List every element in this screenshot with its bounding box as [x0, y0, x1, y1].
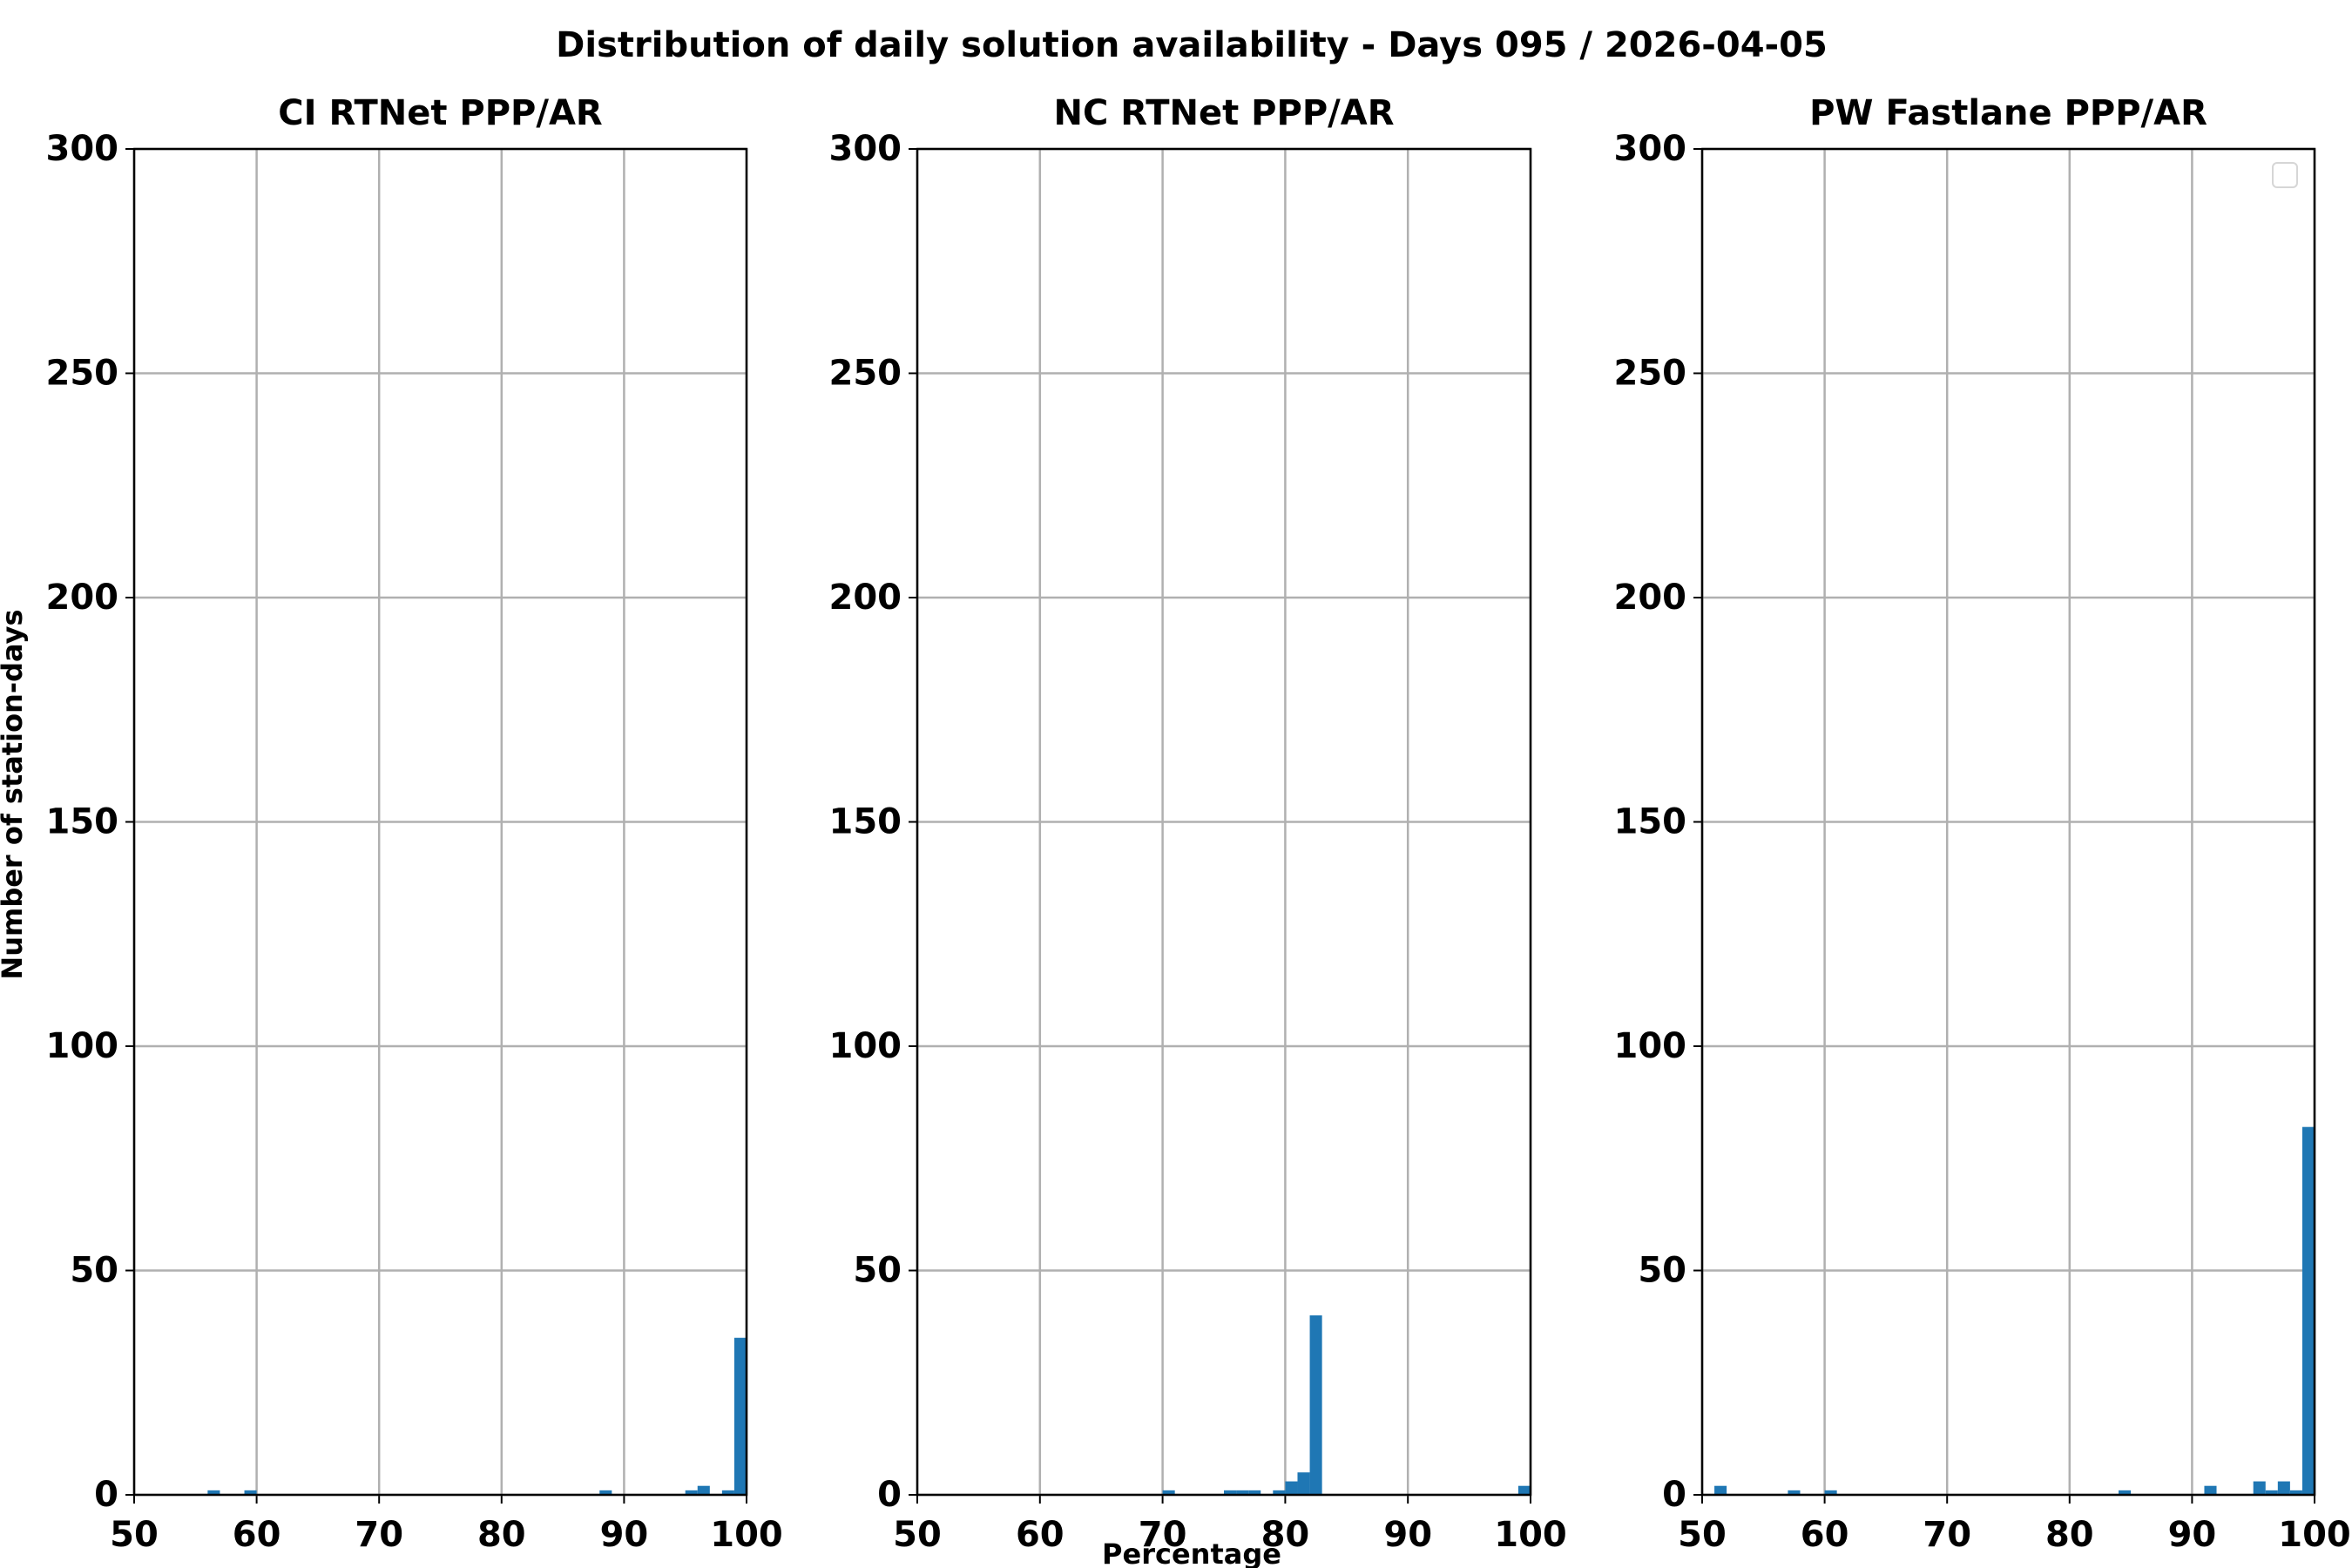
x-axis-label: Percentage: [1102, 1538, 1281, 1568]
y-tick-label: 100: [829, 1026, 902, 1066]
x-tick-label: 50: [893, 1515, 942, 1555]
histogram-bar: [2301, 1126, 2315, 1495]
y-tick-label: 200: [46, 578, 119, 618]
y-tick-label: 0: [877, 1475, 902, 1515]
histogram-bar: [599, 1490, 612, 1495]
histogram-bar: [1285, 1481, 1298, 1495]
y-tick-label: 0: [94, 1475, 118, 1515]
histogram-bar: [1517, 1485, 1531, 1495]
histogram-bar: [2253, 1481, 2266, 1495]
y-tick-label: 150: [829, 802, 902, 842]
histogram-bar: [1788, 1490, 1801, 1495]
x-tick-label: 90: [2168, 1515, 2217, 1555]
axes-frame: [916, 147, 1532, 1497]
x-tick-label: 90: [1383, 1515, 1432, 1555]
histogram-bar: [2289, 1490, 2302, 1495]
panel-title: NC RTNet PPP/AR: [1053, 93, 1394, 133]
panel-title: PW Fastlane PPP/AR: [1809, 93, 2207, 133]
histogram-bar: [2265, 1490, 2278, 1495]
x-tick-label: 100: [710, 1515, 783, 1555]
histogram-bar: [721, 1490, 734, 1495]
x-tick-label: 100: [2278, 1515, 2351, 1555]
histogram-bar: [1714, 1485, 1727, 1495]
x-tick-label: 80: [2045, 1515, 2094, 1555]
x-tick-label: 70: [1923, 1515, 1971, 1555]
figure-title: Distribution of daily solution availabil…: [556, 25, 1828, 65]
x-tick-label: 80: [477, 1515, 526, 1555]
y-tick-label: 150: [1614, 802, 1687, 842]
panel-title: CI RTNet PPP/AR: [278, 93, 602, 133]
histogram-bar: [1248, 1490, 1261, 1495]
y-tick-label: 50: [70, 1251, 118, 1291]
y-tick-label: 100: [1614, 1026, 1687, 1066]
y-tick-label: 250: [1614, 354, 1687, 394]
y-axis-label: Number of station-days: [0, 609, 29, 979]
histogram-bar: [1273, 1490, 1286, 1495]
histogram-bar: [1236, 1490, 1249, 1495]
y-tick-label: 50: [1638, 1251, 1686, 1291]
histogram-bar: [685, 1490, 698, 1495]
y-tick-label: 100: [46, 1026, 119, 1066]
histogram-bar: [697, 1485, 710, 1495]
x-tick-label: 90: [600, 1515, 649, 1555]
y-tick-label: 0: [1662, 1475, 1686, 1515]
histogram-bar: [2277, 1481, 2290, 1495]
y-tick-label: 150: [46, 802, 119, 842]
x-tick-label: 70: [1139, 1515, 1187, 1555]
x-tick-label: 80: [1261, 1515, 1310, 1555]
axes-frame: [1700, 147, 2316, 1497]
histogram-bar: [2204, 1485, 2217, 1495]
y-tick-label: 300: [1614, 129, 1687, 169]
legend-box: [2272, 162, 2298, 188]
y-tick-label: 200: [1614, 578, 1687, 618]
histogram-bar: [1824, 1490, 1837, 1495]
y-tick-label: 250: [46, 354, 119, 394]
x-tick-label: 70: [355, 1515, 403, 1555]
y-tick-label: 300: [829, 129, 902, 169]
histogram-bar: [2119, 1490, 2132, 1495]
axes-frame: [132, 147, 748, 1497]
x-tick-label: 60: [233, 1515, 281, 1555]
y-tick-label: 250: [829, 354, 902, 394]
histogram-bar: [1297, 1472, 1310, 1495]
x-tick-label: 60: [1801, 1515, 1849, 1555]
histogram-bar: [207, 1490, 220, 1495]
histogram-bar: [244, 1490, 257, 1495]
x-tick-label: 60: [1016, 1515, 1064, 1555]
x-tick-label: 100: [1494, 1515, 1567, 1555]
y-tick-label: 200: [829, 578, 902, 618]
x-tick-label: 50: [110, 1515, 159, 1555]
y-tick-label: 300: [46, 129, 119, 169]
histogram-bar: [1224, 1490, 1237, 1495]
histogram-bar: [1162, 1490, 1175, 1495]
histogram-bar: [733, 1337, 747, 1495]
y-tick-label: 50: [853, 1251, 902, 1291]
histogram-bar: [1309, 1315, 1322, 1495]
x-tick-label: 50: [1678, 1515, 1727, 1555]
